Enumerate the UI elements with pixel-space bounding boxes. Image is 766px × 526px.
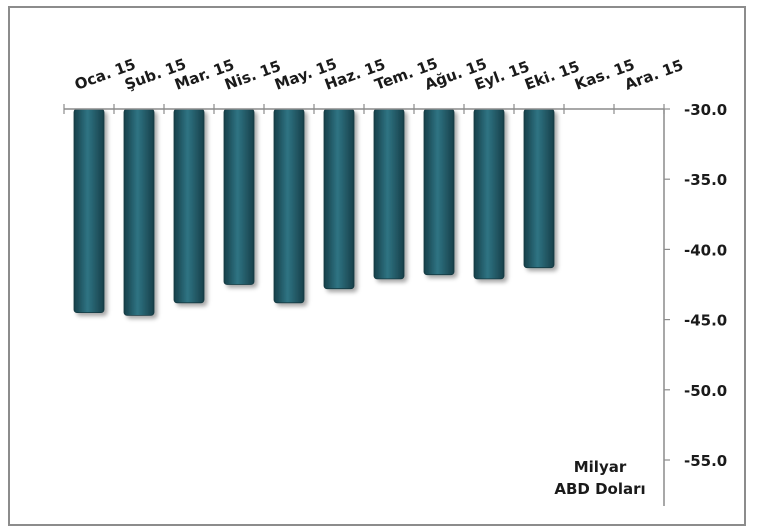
unit-label: Milyar ABD Doları [510,456,690,500]
bar-1 [123,108,155,316]
bar-9 [523,108,555,269]
bar-4 [273,108,305,304]
bar-3 [223,108,255,285]
y-tick-label-1: -35.0 [684,171,727,189]
bar-8 [473,108,505,280]
y-tick-label-0: -30.0 [684,101,727,119]
unit-label-line-2: ABD Doları [554,480,646,498]
bar-7 [423,108,455,276]
bar-0 [73,108,105,314]
bar-5 [323,108,355,290]
unit-label-line-1: Milyar [573,458,627,476]
bar-2 [173,108,205,304]
bars-layer [73,108,555,316]
bar-6 [373,108,405,280]
y-tick-label-4: -50.0 [684,382,727,400]
y-tick-label-3: -45.0 [684,312,727,330]
y-tick-label-2: -40.0 [684,241,727,259]
y-tick-label-5: -55.0 [684,452,727,470]
